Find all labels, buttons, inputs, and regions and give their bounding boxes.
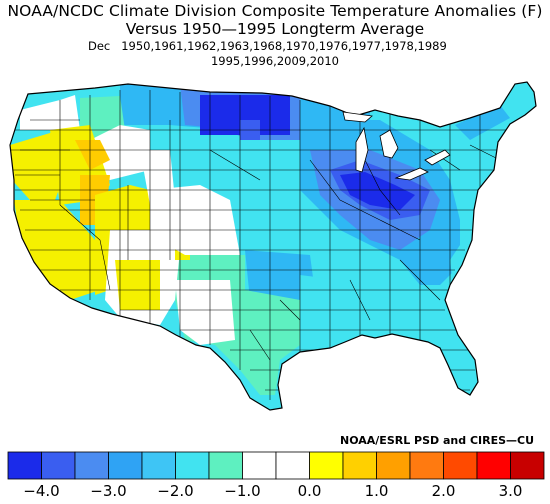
legend-box xyxy=(141,451,176,480)
legend-box xyxy=(41,451,76,480)
legend-tick-label: 2.0 xyxy=(432,482,456,500)
great-lakes xyxy=(342,111,451,181)
legend-tick-label: −3.0 xyxy=(90,482,126,500)
division-fills xyxy=(10,82,536,410)
legend-box xyxy=(409,451,444,480)
chart-title: NOAA/NCDC Climate Division Composite Tem… xyxy=(7,2,543,20)
color-legend: −4.0−3.0−2.0−1.00.01.02.03.04.0 xyxy=(0,450,550,500)
division-boundaries xyxy=(10,90,520,400)
legend-box xyxy=(510,451,545,480)
legend-tick-label: −2.0 xyxy=(157,482,193,500)
legend-box xyxy=(342,451,377,480)
period-label: Dec xyxy=(88,39,111,53)
legend-tick-label: 1.0 xyxy=(365,482,389,500)
legend-svg: −4.0−3.0−2.0−1.00.01.02.03.04.0 xyxy=(7,451,545,500)
years-list-1: 1950,1961,1962,1963,1968,1970,1976,1977,… xyxy=(121,39,447,53)
legend-tick-label: −4.0 xyxy=(23,482,59,500)
legend-box xyxy=(443,451,478,480)
legend-box xyxy=(108,451,143,480)
legend-box xyxy=(476,451,511,480)
map-area xyxy=(0,70,550,415)
composite-years-line1: Dec 1950,1961,1962,1963,1968,1970,1976,1… xyxy=(88,39,447,53)
legend-box xyxy=(7,451,42,480)
legend-box xyxy=(275,451,310,480)
credit-label: NOAA/ESRL PSD and CIRES—CU xyxy=(340,434,535,447)
legend-box xyxy=(309,451,344,480)
legend-box xyxy=(74,451,109,480)
legend-box xyxy=(376,451,411,480)
legend-box xyxy=(242,451,277,480)
chart-subtitle: Versus 1950—1995 Longterm Average xyxy=(125,20,425,38)
composite-years-line2: 1995,1996,2009,2010 xyxy=(210,54,340,68)
legend-tick-label: 0.0 xyxy=(298,482,322,500)
legend-tick-label: −1.0 xyxy=(224,482,260,500)
us-anomaly-map xyxy=(9,81,537,411)
legend-tick-label: 3.0 xyxy=(499,482,523,500)
legend-box xyxy=(208,451,243,480)
legend-box xyxy=(175,451,210,480)
